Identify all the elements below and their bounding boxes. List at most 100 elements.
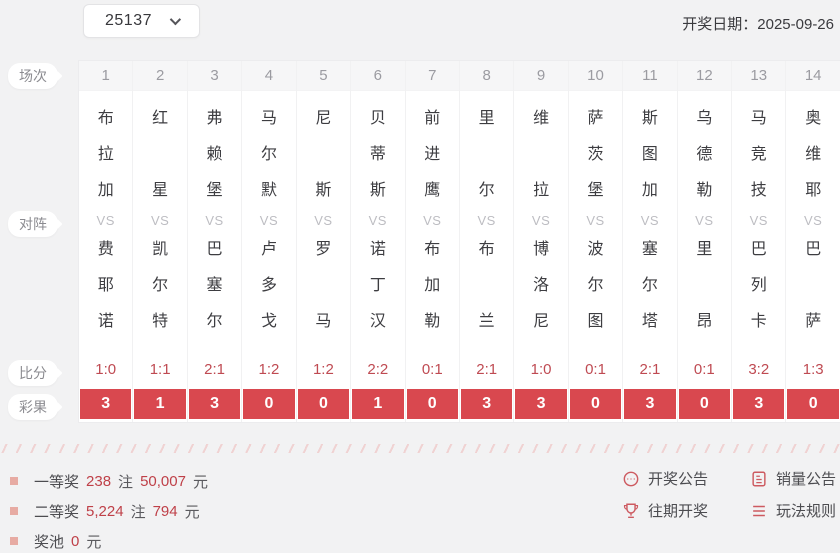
away-team: 波尔图 (587, 241, 604, 330)
prize-list: 一等奖 238 注 50,007 元 二等奖 5,224 注 794 元 奖池 … (10, 466, 215, 553)
matchup-cell: 里尔 VS 布兰 (460, 91, 513, 353)
vs-label: VS (150, 213, 170, 228)
score-value: 2:1 (476, 361, 498, 378)
home-team: 尼斯 (315, 110, 332, 199)
matchup-cell: 布拉加 VS 费耶诺 (79, 91, 132, 353)
result-cell: 3 (188, 389, 241, 422)
result-cell: 0 (569, 389, 622, 422)
away-team: 诺丁汉 (369, 241, 386, 330)
score-value: 3:2 (748, 361, 770, 378)
result-cell: 0 (786, 389, 839, 422)
match-column: 3 弗赖堡 VS 巴塞尔 2:1 3 (187, 61, 243, 422)
link-game-rules[interactable]: 玩法规则 (750, 500, 836, 521)
result-cell: 0 (242, 389, 295, 422)
match-number: 7 (405, 61, 459, 91)
match-number: 8 (459, 61, 514, 91)
vs-label: VS (314, 213, 333, 228)
matchup-cell: 维拉 VS 博洛尼 (514, 91, 567, 353)
score-value: 1:1 (149, 361, 171, 378)
home-team: 里尔 (478, 110, 495, 199)
matchup-cell: 乌德勒 VS 里昂 (678, 91, 731, 353)
vs-label: VS (695, 213, 714, 228)
away-team: 布加勒 (424, 241, 441, 330)
match-column: 2 红星 VS 凯尔特 1:1 1 (133, 61, 188, 422)
matchup-cell: 斯图加 VS 塞尔塔 (623, 91, 676, 353)
link-label: 玩法规则 (776, 503, 837, 520)
away-team: 巴塞尔 (206, 241, 223, 330)
row-label-score: 比分 (8, 360, 58, 386)
match-number: 11 (623, 61, 677, 91)
score-value: 0:1 (585, 361, 606, 378)
vs-label: VS (531, 213, 551, 228)
match-column: 14 奥维耶 VS 巴萨 1:3 0 (786, 61, 840, 422)
vs-label: VS (259, 213, 279, 228)
home-team: 奥维耶 (805, 110, 822, 199)
home-team: 前进鹰 (424, 110, 441, 199)
prize-row: 二等奖 5,224 注 794 元 (10, 496, 215, 526)
home-team: 贝蒂斯 (369, 110, 386, 199)
match-number: 14 (786, 61, 840, 91)
result-value: 3 (515, 389, 567, 419)
prize-label: 二等奖 (34, 503, 80, 521)
home-team: 乌德勒 (696, 110, 713, 199)
draw-date: 开奖日期：2025-09-26 (682, 13, 834, 34)
matchup-cell: 奥维耶 VS 巴萨 (786, 91, 839, 353)
score-value: 1:2 (258, 361, 280, 378)
link-label: 销量公告 (776, 471, 837, 488)
row-label-match: 场次 (8, 63, 58, 89)
score-value: 0:1 (421, 361, 443, 378)
result-cell: 3 (79, 389, 132, 422)
result-value: 0 (243, 389, 295, 419)
prize-amount: 794 (152, 502, 178, 520)
result-value: 0 (787, 389, 839, 419)
prize-count: 238 (86, 472, 112, 490)
link-sales-announcement[interactable]: 销量公告 (750, 468, 836, 489)
matchup-cell: 前进鹰 VS 布加勒 (406, 91, 459, 353)
match-number: 2 (133, 61, 187, 91)
match-columns: 1 布拉加 VS 费耶诺 1:0 3 2 红星 VS 凯尔特 1:1 1 (78, 60, 840, 423)
link-past-draws[interactable]: 往期开奖 (622, 500, 708, 521)
result-cell: 3 (514, 389, 567, 422)
match-column: 12 乌德勒 VS 里昂 0:1 0 (677, 61, 733, 422)
prize-amount-suffix: 元 (192, 473, 208, 491)
result-cell: 0 (678, 389, 731, 422)
bullet-icon (10, 477, 18, 485)
match-number: 10 (568, 61, 623, 91)
prize-count-suffix: 注 (118, 473, 134, 491)
away-team: 巴萨 (805, 241, 822, 330)
vs-label: VS (749, 213, 768, 228)
match-column: 7 前进鹰 VS 布加勒 0:1 0 (405, 61, 460, 422)
vs-label: VS (368, 213, 387, 228)
away-team: 卢多戈 (260, 241, 277, 330)
matchup-cell: 尼斯 VS 罗马 (297, 91, 350, 353)
issue-dropdown[interactable]: 25137 (83, 4, 200, 38)
matchup-cell: 弗赖堡 VS 巴塞尔 (188, 91, 241, 353)
bullet-icon (10, 537, 18, 545)
result-value: 0 (406, 389, 458, 419)
match-number: 4 (242, 61, 296, 91)
away-team: 巴列卡 (750, 241, 767, 330)
result-cell: 1 (133, 389, 186, 422)
result-cell: 0 (297, 389, 350, 422)
list-icon (750, 502, 768, 520)
match-column: 4 马尔默 VS 卢多戈 1:2 0 (242, 61, 297, 422)
home-team: 萨茨堡 (587, 110, 604, 199)
away-team: 里昂 (696, 241, 713, 330)
prize-amount: 50,007 (140, 472, 186, 490)
result-value: 0 (569, 389, 622, 419)
result-cell: 0 (406, 389, 459, 422)
score-value: 1:0 (95, 361, 117, 378)
score-value: 1:0 (530, 361, 552, 378)
score-value: 1:2 (312, 361, 334, 378)
match-column: 13 马竞技 VS 巴列卡 3:2 3 (732, 61, 787, 422)
match-column: 9 维拉 VS 博洛尼 1:0 3 (514, 61, 569, 422)
prize-amount-suffix: 元 (86, 533, 102, 551)
home-team: 斯图加 (641, 110, 658, 199)
vs-label: VS (477, 213, 496, 228)
result-cell: 3 (460, 389, 513, 422)
row-label-result: 彩果 (8, 394, 58, 420)
link-draw-announcement[interactable]: 开奖公告 (622, 468, 708, 489)
prize-amount: 0 (71, 532, 80, 550)
slash-divider (0, 444, 840, 453)
